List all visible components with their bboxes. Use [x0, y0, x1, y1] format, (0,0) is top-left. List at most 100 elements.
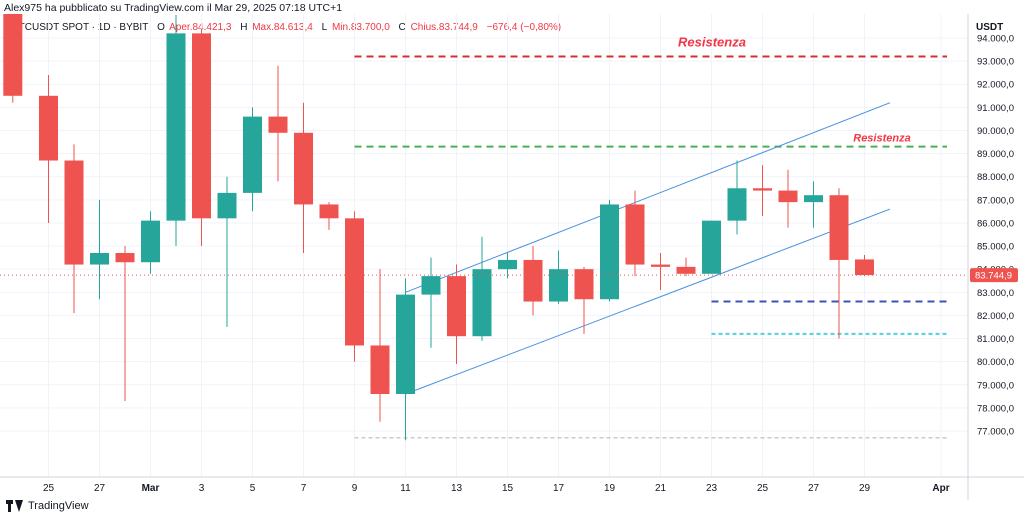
low-label: L	[321, 22, 328, 33]
candle-body	[3, 14, 23, 96]
candle-body	[778, 190, 798, 203]
candle-body	[294, 132, 313, 205]
candle	[778, 169, 798, 228]
x-tick-label: 3	[199, 483, 205, 494]
candle	[90, 199, 109, 300]
candle	[64, 144, 84, 314]
candle	[625, 190, 645, 277]
x-tick-label: 13	[451, 483, 463, 494]
x-tick-label: 9	[352, 483, 358, 494]
last-price-label: 83.744,9	[975, 271, 1012, 282]
y-tick-label: 80.000,0	[977, 357, 1014, 368]
candle-body	[625, 204, 645, 265]
ohlc-info: BTCUSDT SPOT · 1D · BYBIT O Aper.84.421,…	[12, 22, 567, 33]
x-tick-label: 23	[706, 483, 718, 494]
currency-unit: USDT	[976, 22, 1004, 33]
candle	[855, 254, 874, 277]
y-tick-label: 94.000,0	[977, 34, 1014, 45]
candle	[115, 246, 135, 401]
candle	[600, 199, 619, 302]
candle	[574, 266, 594, 334]
candle-body	[651, 264, 670, 267]
x-tick-label: 7	[301, 483, 307, 494]
candle-body	[523, 259, 543, 302]
y-tick-label: 87.000,0	[977, 195, 1014, 206]
candle	[294, 102, 313, 253]
candle-body	[421, 276, 441, 295]
close-value: Chius.83.744,9	[410, 22, 478, 33]
x-tick-label: 11	[400, 483, 411, 494]
x-tick-label: Apr	[932, 483, 949, 494]
candle-body	[855, 259, 874, 276]
footer: TradingView	[6, 500, 89, 512]
x-tick-label: 19	[604, 483, 616, 494]
symbol-label[interactable]: BTCUSDT SPOT · 1D · BYBIT	[12, 22, 149, 33]
candle	[523, 246, 543, 316]
tradingview-logo-icon	[6, 500, 24, 512]
candle	[319, 202, 339, 230]
candle	[39, 74, 58, 223]
candle	[217, 176, 237, 327]
brand-name: TradingView	[28, 500, 89, 512]
y-tick-label: 86.000,0	[977, 218, 1014, 229]
candle-body	[804, 195, 823, 203]
candle-body	[90, 252, 109, 265]
candle	[166, 14, 186, 247]
y-tick-label: 91.000,0	[977, 103, 1014, 114]
resistance-label-mid: Resistenza	[853, 133, 910, 145]
candle	[549, 250, 568, 304]
candle-body	[319, 204, 339, 219]
candle	[651, 252, 670, 290]
y-tick-label: 88.000,0	[977, 172, 1014, 183]
candle	[753, 165, 772, 217]
y-tick-label: 82.000,0	[977, 311, 1014, 322]
price-chart[interactable]: Resistenza Resistenza 77.000,0 78.000,0 79.0…	[0, 0, 1024, 500]
open-label: O	[157, 22, 165, 33]
candle	[192, 28, 211, 247]
y-tick-label: 77.000,0	[977, 427, 1014, 438]
candle	[447, 264, 466, 364]
candle-body	[549, 269, 568, 302]
candle	[243, 107, 262, 212]
y-tick-label: 81.000,0	[977, 334, 1014, 345]
candle-body	[345, 218, 364, 346]
y-tick-label: 92.000,0	[977, 80, 1014, 91]
candle	[141, 211, 160, 274]
y-tick-label: 90.000,0	[977, 126, 1014, 137]
x-tick-label: 25	[757, 483, 769, 494]
candle-body	[268, 116, 288, 133]
candle-body	[64, 160, 84, 265]
candle	[3, 14, 23, 103]
x-tick-label: 27	[808, 483, 820, 494]
candle-body	[727, 188, 747, 221]
candle-body	[141, 220, 160, 263]
candle	[421, 257, 441, 348]
candle	[370, 269, 390, 422]
candle-body	[370, 345, 390, 395]
channel-lower-line	[405, 208, 891, 395]
candle-body	[447, 276, 466, 337]
x-tick-label: 17	[553, 483, 565, 494]
candle-body	[166, 33, 186, 221]
change-value: −676,4 (−0,80%)	[486, 22, 562, 33]
y-tick-label: 83.000,0	[977, 288, 1014, 299]
candle-body	[676, 266, 696, 274]
x-tick-label: 5	[250, 483, 256, 494]
x-tick-label: 29	[859, 483, 871, 494]
candle-body	[600, 204, 619, 300]
candle-body	[498, 259, 517, 270]
high-value: Max.84.613,4	[252, 22, 313, 33]
candle-body	[702, 220, 721, 274]
high-label: H	[240, 22, 248, 33]
candle-body	[829, 195, 849, 260]
candle-body	[472, 269, 492, 337]
publisher-caption: Alex975 ha pubblicato su TradingView.com…	[4, 2, 343, 14]
y-tick-label: 78.000,0	[977, 403, 1014, 414]
candle	[498, 252, 517, 279]
x-tick-label: 21	[655, 483, 667, 494]
x-tick-label: 27	[94, 483, 106, 494]
candle	[804, 181, 823, 228]
x-tick-label: Mar	[142, 483, 160, 494]
y-tick-label: 79.000,0	[977, 380, 1014, 391]
open-value: Aper.84.421,3	[169, 22, 232, 33]
